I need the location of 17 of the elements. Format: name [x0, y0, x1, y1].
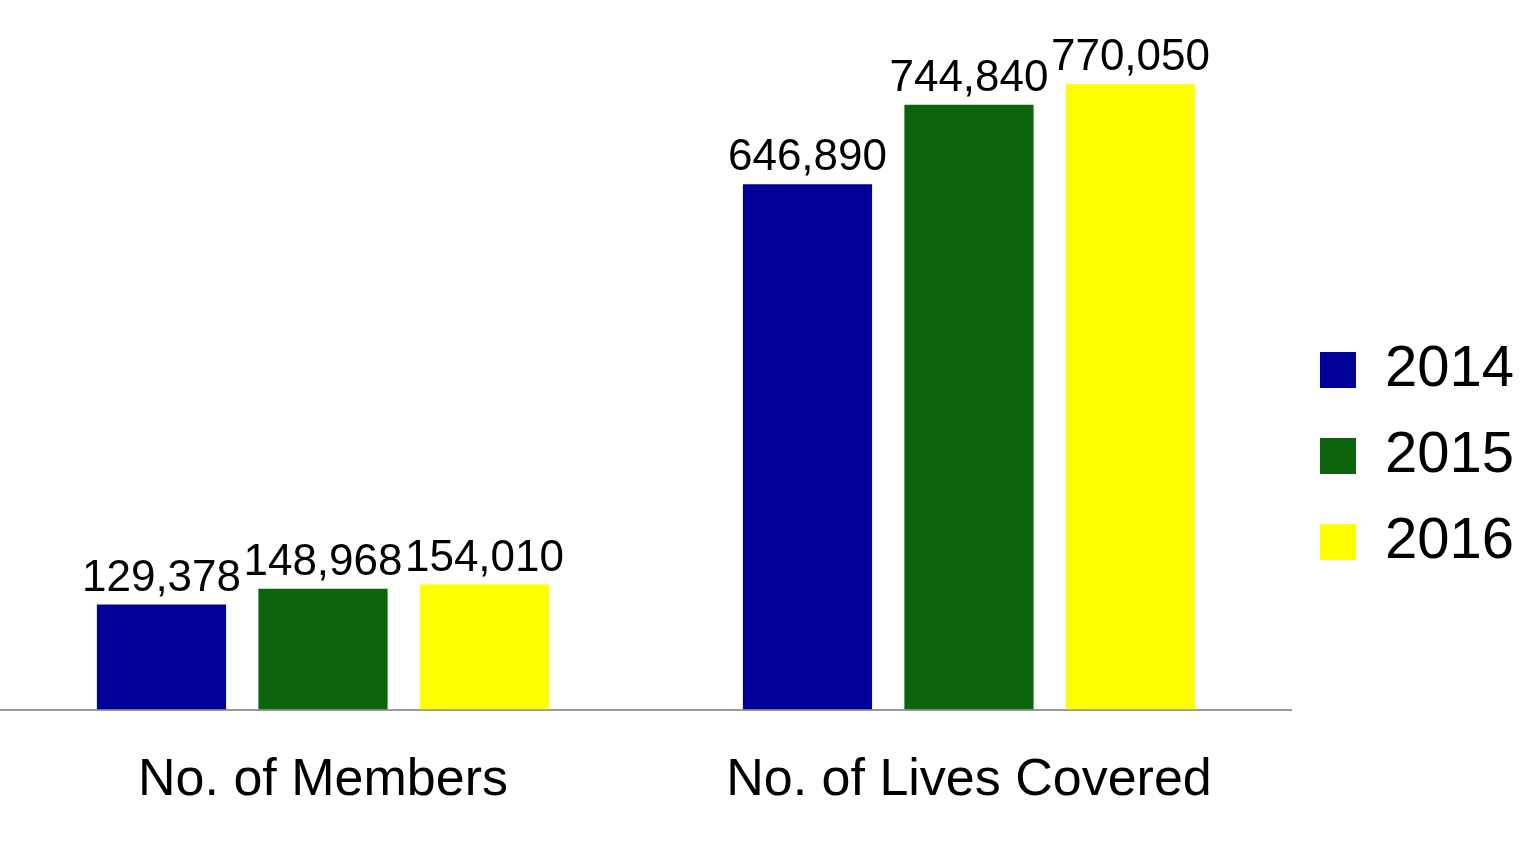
- x-tick-label: No. of Members: [138, 748, 508, 807]
- legend-label: 2016: [1384, 505, 1514, 570]
- x-tick-label: No. of Lives Covered: [726, 748, 1212, 807]
- data-label: 770,050: [1050, 30, 1211, 80]
- data-label: 129,378: [81, 550, 242, 600]
- data-label: 646,890: [727, 130, 888, 180]
- data-label: 154,010: [404, 530, 565, 580]
- bar: [1065, 84, 1196, 710]
- bar: [258, 588, 388, 710]
- bar: [96, 604, 227, 710]
- data-label: 148,968: [243, 534, 403, 584]
- legend-label: 2014: [1384, 333, 1514, 398]
- data-label: 744,840: [889, 50, 1049, 100]
- bar: [742, 184, 873, 710]
- bar: [419, 584, 550, 710]
- bar: [904, 104, 1034, 710]
- legend-label: 2015: [1384, 419, 1514, 484]
